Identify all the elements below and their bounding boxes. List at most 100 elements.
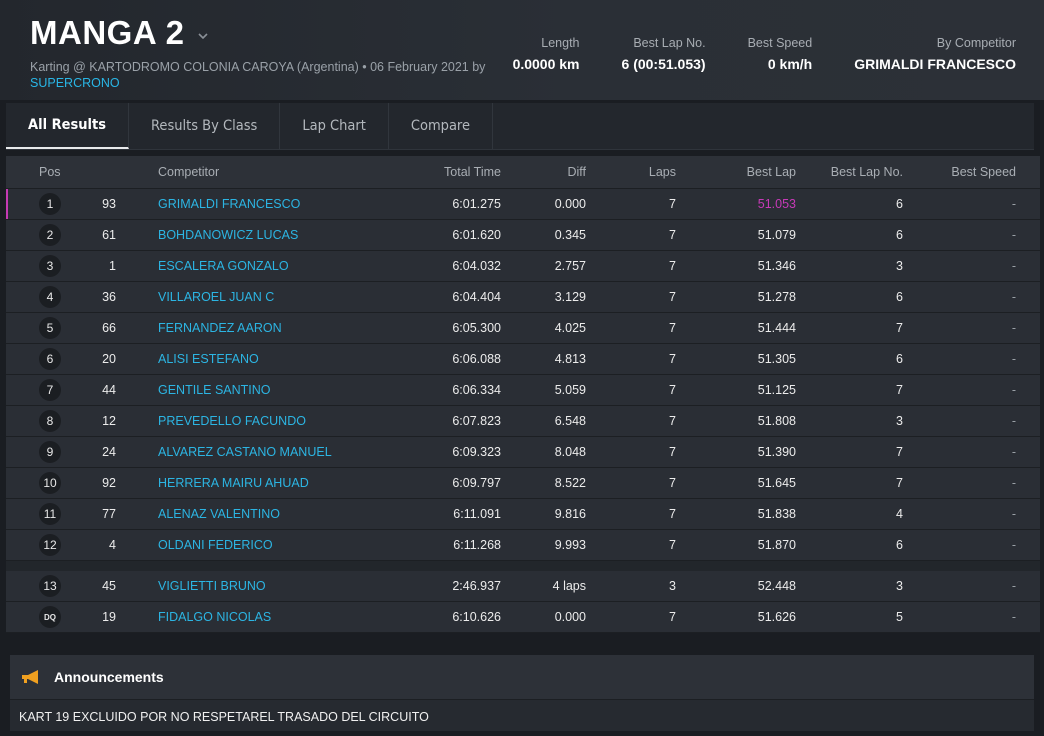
best-lap: 51.444 <box>757 321 796 335</box>
organizer-link[interactable]: SUPERCRONO <box>30 76 120 90</box>
session-title: MANGA 2 <box>30 14 185 51</box>
table-row[interactable]: 4 36 VILLAROEL JUAN C 6:04.404 3.129 7 51.278 6… <box>6 282 1040 313</box>
competitor-link[interactable]: GENTILE SANTINO <box>158 383 271 397</box>
kart-number: 92 <box>102 476 116 490</box>
competitor-link[interactable]: GRIMALDI FRANCESCO <box>158 197 301 211</box>
diff: 8.522 <box>554 476 586 490</box>
competitor-link[interactable]: ESCALERA GONZALO <box>158 259 289 273</box>
laps: 7 <box>669 290 676 304</box>
table-row[interactable]: 7 44 GENTILE SANTINO 6:06.334 5.059 7 51.125 7 - <box>6 375 1040 406</box>
chevron-down-icon[interactable] <box>198 31 209 41</box>
col-header-best-lap[interactable]: Best Lap <box>746 165 796 179</box>
competitor-link[interactable]: VIGLIETTI BRUNO <box>158 579 266 593</box>
competitor-link[interactable]: VILLAROEL JUAN C <box>158 290 275 304</box>
competitor-cell: GENTILE SANTINO <box>116 383 406 397</box>
tab-all-results[interactable]: All Results <box>6 103 129 149</box>
table-row[interactable]: 10 92 HERRERA MAIRU AHUAD 6:09.797 8.522 7 51.… <box>6 468 1040 499</box>
competitor-link[interactable]: OLDANI FEDERICO <box>158 538 273 552</box>
best-speed: - <box>1011 476 1016 490</box>
best-lap-no: 6 <box>896 538 903 552</box>
col-header-best-lap-no[interactable]: Best Lap No. <box>830 165 903 179</box>
tab-lap-chart[interactable]: Lap Chart <box>280 103 389 149</box>
pos-cell: 11 <box>6 503 96 525</box>
event-header: MANGA 2 Karting @ KARTODROMO COLONIA CAR… <box>0 0 1044 100</box>
table-row[interactable]: 6 20 ALISI ESTEFANO 6:06.088 4.813 7 51.305 6 - <box>6 344 1040 375</box>
kart-number: 12 <box>102 414 116 428</box>
best-speed: - <box>1011 228 1016 242</box>
competitor-cell: BOHDANOWICZ LUCAS <box>116 228 406 242</box>
kart-number: 4 <box>109 538 116 552</box>
position-badge: 3 <box>39 255 61 277</box>
best-lap: 51.808 <box>757 414 796 428</box>
laps: 7 <box>669 259 676 273</box>
best-lap-no: 3 <box>896 414 903 428</box>
col-header-pos[interactable]: Pos <box>39 165 61 179</box>
col-header-laps[interactable]: Laps <box>648 165 676 179</box>
best-lap: 51.305 <box>757 352 796 366</box>
kart-number: 61 <box>102 228 116 242</box>
best-lap-no: 7 <box>896 321 903 335</box>
competitor-cell: OLDANI FEDERICO <box>116 538 406 552</box>
best-speed: - <box>1011 197 1016 211</box>
pos-cell: 8 <box>6 410 96 432</box>
table-row[interactable]: 3 1 ESCALERA GONZALO 6:04.032 2.757 7 51.346 3 - <box>6 251 1040 282</box>
total-time: 6:10.626 <box>452 610 501 624</box>
competitor-cell: ALENAZ VALENTINO <box>116 507 406 521</box>
best-lap: 51.390 <box>757 445 796 459</box>
competitor-link[interactable]: FIDALGO NICOLAS <box>158 610 272 624</box>
pos-cell: 3 <box>6 255 96 277</box>
competitor-link[interactable]: ALENAZ VALENTINO <box>158 507 281 521</box>
competitor-cell: VIGLIETTI BRUNO <box>116 579 406 593</box>
table-row[interactable]: 12 4 OLDANI FEDERICO 6:11.268 9.993 7 51.870 6 - <box>6 530 1040 561</box>
laps: 7 <box>669 538 676 552</box>
best-lap: 51.278 <box>757 290 796 304</box>
laps: 7 <box>669 321 676 335</box>
competitor-cell: ALVAREZ CASTANO MANUEL <box>116 445 406 459</box>
total-time: 6:11.091 <box>453 507 501 521</box>
table-row[interactable]: 11 77 ALENAZ VALENTINO 6:11.091 9.816 7 51.838… <box>6 499 1040 530</box>
laps: 7 <box>669 610 676 624</box>
event-subtitle: Karting @ KARTODROMO COLONIA CAROYA (Arg… <box>30 59 530 91</box>
competitor-cell: ALISI ESTEFANO <box>116 352 406 366</box>
competitor-link[interactable]: FERNANDEZ AARON <box>158 321 282 335</box>
competitor-link[interactable]: HERRERA MAIRU AHUAD <box>158 476 309 490</box>
best-speed: - <box>1011 352 1016 366</box>
table-row[interactable]: 2 61 BOHDANOWICZ LUCAS 6:01.620 0.345 7 51.079… <box>6 220 1040 251</box>
col-header-competitor[interactable]: Competitor <box>158 165 220 179</box>
col-header-best-speed[interactable]: Best Speed <box>951 165 1016 179</box>
stat-value: GRIMALDI FRANCESCO <box>854 56 1016 72</box>
kart-number: 19 <box>102 610 116 624</box>
competitor-cell: PREVEDELLO FACUNDO <box>116 414 406 428</box>
table-row[interactable]: 8 12 PREVEDELLO FACUNDO 6:07.823 6.548 7 51.80… <box>6 406 1040 437</box>
kart-number: 66 <box>102 321 116 335</box>
table-row[interactable]: 1 93 GRIMALDI FRANCESCO 6:01.275 0.000 7 51.05… <box>6 189 1040 220</box>
best-lap-no: 6 <box>896 228 903 242</box>
tab-results-by-class[interactable]: Results By Class <box>129 103 281 149</box>
competitor-link[interactable]: ALISI ESTEFANO <box>158 352 259 366</box>
total-time: 6:01.620 <box>452 228 501 242</box>
competitor-cell: VILLAROEL JUAN C <box>116 290 406 304</box>
col-header-diff[interactable]: Diff <box>567 165 586 179</box>
best-speed: - <box>1011 579 1016 593</box>
table-body: 1 93 GRIMALDI FRANCESCO 6:01.275 0.000 7 51.05… <box>6 189 1040 561</box>
tab-compare[interactable]: Compare <box>389 103 494 149</box>
table-row[interactable]: 5 66 FERNANDEZ AARON 6:05.300 4.025 7 51.444 7 - <box>6 313 1040 344</box>
table-row[interactable]: 13 45 VIGLIETTI BRUNO 2:46.937 4 laps 3 52.448… <box>6 571 1040 602</box>
competitor-link[interactable]: BOHDANOWICZ LUCAS <box>158 228 299 242</box>
kart-number: 24 <box>102 445 116 459</box>
best-lap-no: 3 <box>896 579 903 593</box>
col-header-total-time[interactable]: Total Time <box>444 165 501 179</box>
pos-cell: 13 <box>6 575 96 597</box>
competitor-link[interactable]: PREVEDELLO FACUNDO <box>158 414 306 428</box>
best-lap-no: 6 <box>896 352 903 366</box>
position-badge: 2 <box>39 224 61 246</box>
kart-number: 93 <box>102 197 116 211</box>
table-row[interactable]: DQ 19 FIDALGO NICOLAS 6:10.626 0.000 7 51.626 5… <box>6 602 1040 633</box>
row-separator <box>6 561 1040 571</box>
competitor-link[interactable]: ALVAREZ CASTANO MANUEL <box>158 445 332 459</box>
best-speed: - <box>1011 610 1016 624</box>
best-lap-no: 7 <box>896 476 903 490</box>
pos-cell: 2 <box>6 224 96 246</box>
table-row[interactable]: 9 24 ALVAREZ CASTANO MANUEL 6:09.323 8.048 7 5… <box>6 437 1040 468</box>
diff: 5.059 <box>554 383 586 397</box>
